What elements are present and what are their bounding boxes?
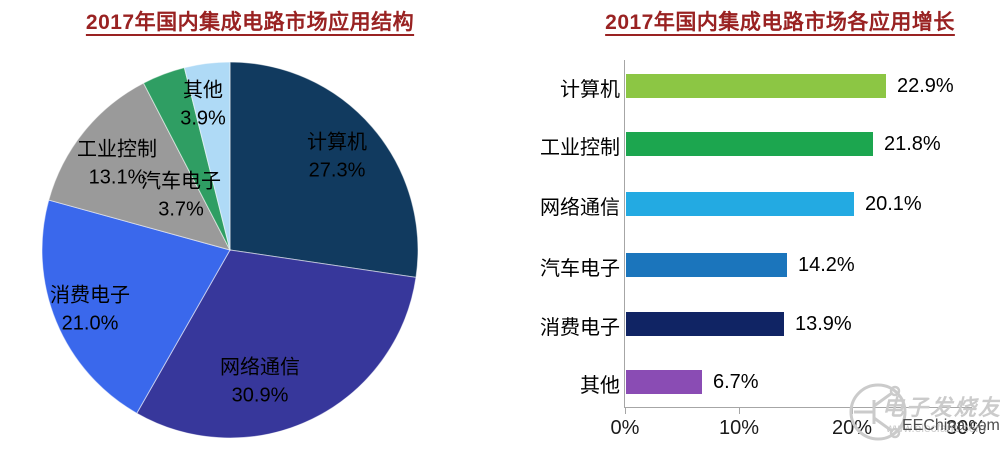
- bar-chart-panel: 2017年国内集成电路市场各应用增长 计算机 22.9% 工业控制 21.8% 网络通信…: [500, 0, 1000, 450]
- bar-chart: 计算机 22.9% 工业控制 21.8% 网络通信 20.1% 汽车电子 14.2% 消费电子 1…: [500, 0, 1000, 450]
- bar-category-label: 其他: [580, 375, 620, 397]
- pie-slice: [229, 61, 419, 278]
- bar-value-label: 21.8%: [884, 133, 941, 155]
- pie-chart: [41, 61, 419, 439]
- bar: [626, 132, 873, 156]
- bar: [626, 370, 702, 394]
- pie-slice: [48, 82, 231, 251]
- bar-value-label: 14.2%: [798, 254, 855, 276]
- x-tick-label: 30%: [945, 417, 987, 439]
- pie-label-name: 其他: [183, 79, 223, 102]
- pie-chart-panel: 2017年国内集成电路市场应用结构 计算机 27.3% 网络通信 30.9% 消费电子 2…: [41, 11, 419, 439]
- bar-category-label: 网络通信: [540, 197, 620, 219]
- pie-chart-title: 2017年国内集成电路市场应用结构: [85, 11, 415, 34]
- y-axis-line: [624, 60, 625, 408]
- pie-label-value: 30.9%: [231, 385, 289, 407]
- x-tick-label: 0%: [610, 417, 640, 439]
- x-tick-label: 20%: [831, 417, 873, 439]
- bar-category-label: 工业控制: [540, 137, 620, 159]
- pie-label: 其他 3.9%: [180, 77, 226, 134]
- pie-label-name: 网络通信: [220, 356, 300, 379]
- pie-label-name: 计算机: [307, 131, 367, 154]
- x-tick-label: 10%: [718, 417, 760, 439]
- bar-value-label: 22.9%: [897, 75, 954, 97]
- pie-label-value: 13.1%: [88, 167, 146, 189]
- pie-label-value: 3.7%: [158, 199, 204, 221]
- x-axis-line: [624, 407, 972, 408]
- pie-slice: [41, 199, 231, 414]
- pie-label-name: 消费电子: [50, 284, 130, 307]
- pie-label-value: 3.9%: [180, 108, 226, 130]
- bar: [626, 253, 787, 277]
- pie-label-name: 工业控制: [77, 138, 157, 161]
- pie-slice: [136, 249, 417, 439]
- bar-value-label: 13.9%: [795, 313, 852, 335]
- bar-category-label: 计算机: [560, 79, 620, 101]
- bar-chart-title: 2017年国内集成电路市场各应用增长: [605, 11, 955, 34]
- pie-label: 汽车电子 3.7%: [141, 168, 221, 225]
- x-tick-mark: [966, 408, 967, 414]
- bar: [626, 74, 886, 98]
- pie-label: 工业控制 13.1%: [77, 136, 157, 193]
- bar-category-label: 消费电子: [540, 317, 620, 339]
- bar: [626, 312, 784, 336]
- bar-category-label: 汽车电子: [540, 258, 620, 280]
- x-tick-mark: [625, 408, 626, 414]
- pie-label-value: 27.3%: [308, 160, 366, 182]
- pie-label: 计算机 27.3%: [307, 129, 367, 186]
- x-tick-mark: [852, 408, 853, 414]
- x-tick-mark: [739, 408, 740, 414]
- pie-label: 消费电子 21.0%: [50, 282, 130, 339]
- bar-value-label: 20.1%: [865, 193, 922, 215]
- pie-label: 网络通信 30.9%: [220, 354, 300, 411]
- pie-label-name: 汽车电子: [141, 170, 221, 193]
- bar-value-label: 6.7%: [713, 371, 759, 393]
- bar: [626, 192, 854, 216]
- pie-slice: [183, 61, 231, 251]
- pie-label-value: 21.0%: [61, 313, 119, 335]
